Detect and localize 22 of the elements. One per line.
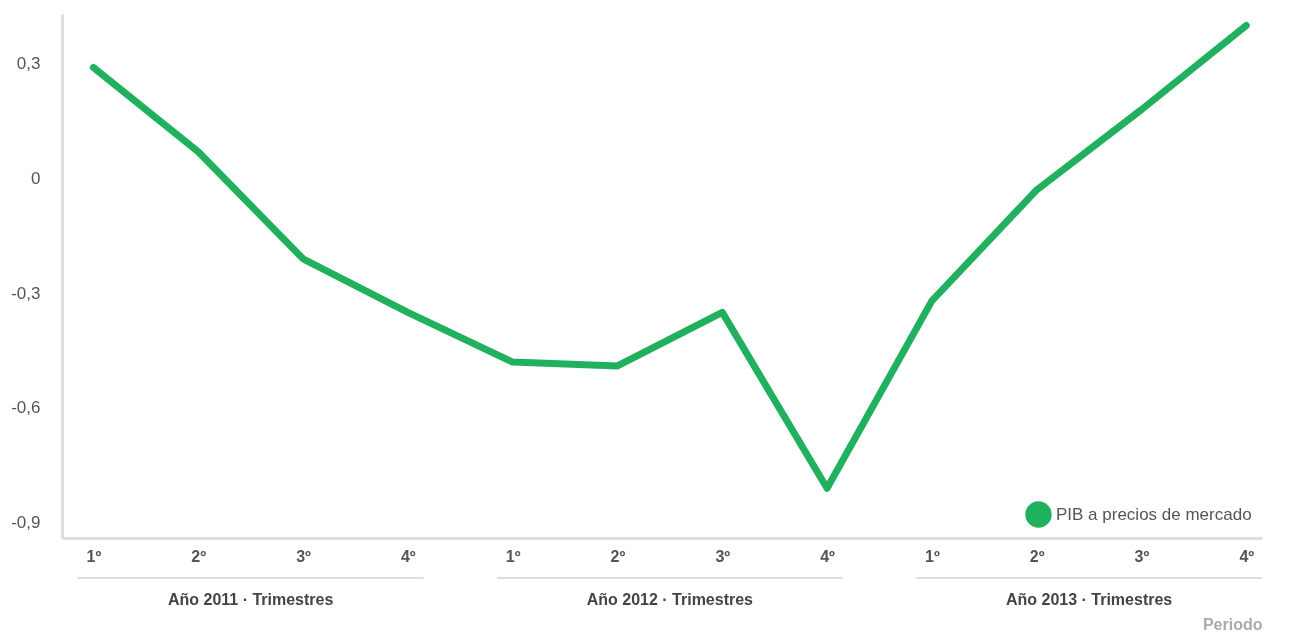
legend-label: PIB a precios de mercado — [1056, 504, 1252, 524]
y-tick-label: -0,6 — [11, 398, 41, 418]
x-tick-label: 1º — [924, 547, 940, 565]
x-tick-label: 2º — [1029, 547, 1045, 565]
x-tick-label: 2º — [191, 547, 207, 565]
x-tick-label: 4º — [1239, 547, 1255, 565]
x-axis-title: Periodo — [1202, 615, 1263, 632]
x-tick-label: 3º — [1134, 547, 1150, 565]
y-tick-label: -0,3 — [11, 283, 41, 303]
x-tick-label: 3º — [715, 547, 731, 565]
y-tick-label: 0 — [31, 168, 41, 188]
y-tick-label: 0,3 — [16, 54, 41, 74]
x-tick-label: 2º — [610, 547, 626, 565]
x-tick-label: 4º — [820, 547, 836, 565]
text: Año 2012 · Trimestres — [586, 591, 754, 608]
text: Año 2011 · Trimestres — [167, 591, 334, 608]
y-tick-label: -0,9 — [11, 513, 41, 533]
x-tick-label: 3º — [296, 547, 312, 565]
x-tick-label: 1º — [505, 547, 521, 565]
x-tick-label: 4º — [400, 547, 416, 565]
text: Año 2013 · Trimestres — [1005, 591, 1173, 608]
x-tick-label: 1º — [86, 547, 102, 565]
